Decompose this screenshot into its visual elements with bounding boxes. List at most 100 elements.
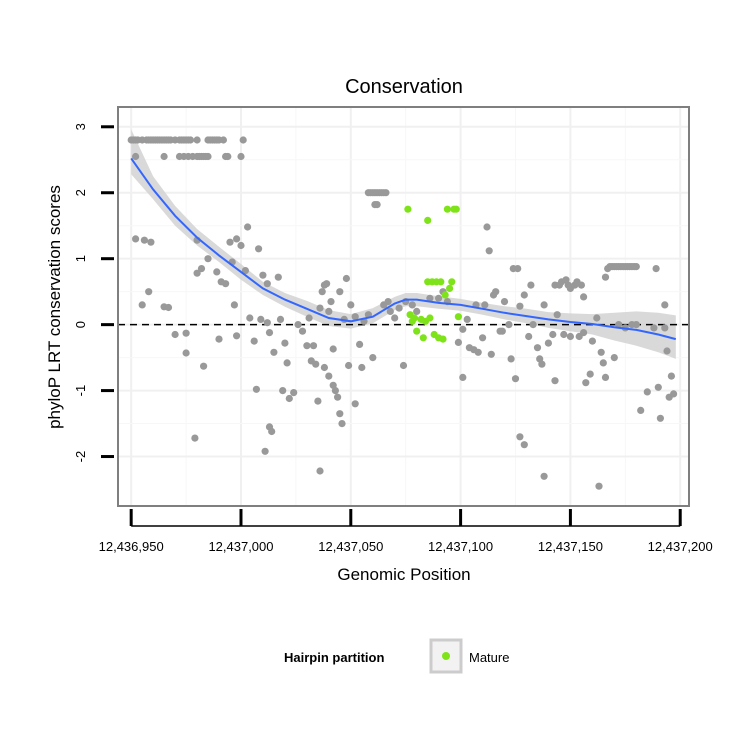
point-mature — [437, 278, 445, 286]
point-other — [505, 321, 513, 329]
point-other — [529, 321, 537, 329]
point-other — [595, 482, 603, 490]
point-other — [667, 372, 676, 380]
point-other — [241, 267, 249, 275]
point-mature — [404, 205, 412, 213]
point-other — [246, 314, 254, 322]
point-other — [219, 136, 227, 144]
legend-key-mature-dot — [442, 652, 450, 660]
point-other — [670, 390, 678, 398]
point-other — [391, 314, 399, 322]
point-mature — [419, 334, 427, 342]
point-other — [373, 201, 381, 209]
y-tick-label: 1 — [73, 255, 88, 262]
point-other — [351, 400, 359, 408]
point-other — [632, 321, 640, 329]
point-other — [329, 345, 337, 353]
point-other — [527, 281, 535, 289]
smooth-line — [130, 157, 677, 341]
point-other — [588, 337, 597, 345]
point-other — [356, 340, 364, 348]
y-tick-label: 2 — [73, 189, 88, 196]
point-other — [525, 332, 533, 341]
point-mature — [413, 327, 421, 335]
point-other — [500, 298, 509, 306]
point-other — [551, 377, 559, 385]
point-other — [316, 467, 324, 475]
point-other — [160, 152, 168, 161]
y-tick-label: 0 — [73, 321, 88, 328]
point-other — [259, 271, 267, 279]
point-other — [656, 414, 665, 422]
point-other — [239, 136, 247, 144]
point-other — [632, 263, 640, 271]
point-other — [454, 338, 462, 346]
point-mature — [410, 314, 419, 322]
point-other — [601, 273, 610, 281]
point-other — [252, 385, 260, 393]
point-other — [386, 307, 394, 315]
point-other — [395, 304, 403, 312]
x-axis-title: Genomic Position — [337, 565, 470, 584]
point-other — [663, 347, 671, 355]
point-other — [599, 359, 607, 367]
point-other — [244, 223, 252, 231]
y-axis: -2 -1 0 1 2 3 — [73, 123, 114, 462]
y-axis-title: phyloP LRT conservation scores — [45, 185, 64, 429]
point-other — [270, 348, 278, 356]
point-mature — [424, 216, 432, 224]
point-other — [303, 342, 311, 350]
point-other — [325, 372, 333, 380]
point-other — [351, 313, 359, 321]
point-other — [650, 324, 658, 332]
point-other — [193, 136, 201, 144]
point-other — [566, 332, 575, 341]
point-other — [204, 255, 212, 263]
point-other — [230, 301, 238, 309]
point-other — [459, 325, 467, 333]
point-other — [507, 355, 515, 363]
x-axis: 12,436,950 12,437,000 12,437,050 12,437,100… — [99, 509, 713, 554]
point-other — [549, 330, 557, 339]
point-other — [268, 427, 276, 436]
point-other — [204, 152, 212, 161]
point-other — [279, 387, 287, 395]
point-other — [553, 311, 561, 319]
point-other — [336, 410, 344, 418]
point-other — [516, 433, 524, 441]
point-other — [215, 335, 223, 343]
y-tick-label: 3 — [73, 123, 88, 130]
point-mature — [446, 284, 454, 292]
point-other — [492, 288, 500, 296]
point-other — [257, 315, 265, 323]
point-other — [323, 280, 331, 288]
point-other — [426, 294, 434, 302]
legend-key — [429, 638, 463, 674]
point-other — [147, 238, 155, 246]
y-tick-label: -2 — [73, 451, 88, 463]
point-other — [261, 447, 269, 455]
point-other — [191, 434, 199, 442]
point-other — [132, 235, 140, 243]
point-other — [487, 350, 495, 358]
point-other — [540, 472, 548, 480]
point-other — [481, 301, 489, 309]
point-other — [200, 362, 208, 370]
point-other — [283, 359, 291, 367]
point-other — [320, 363, 328, 372]
point-other — [347, 301, 355, 309]
point-other — [298, 327, 307, 335]
smooth-curve — [130, 157, 677, 341]
point-other — [358, 363, 366, 372]
point-other — [182, 329, 190, 337]
point-other — [459, 373, 467, 381]
point-other — [309, 342, 318, 350]
point-other — [237, 152, 245, 161]
point-other — [520, 291, 528, 299]
point-other — [637, 406, 645, 414]
grid-lines — [118, 107, 689, 506]
point-other — [193, 269, 201, 277]
point-other — [661, 324, 669, 332]
point-other — [276, 315, 285, 323]
